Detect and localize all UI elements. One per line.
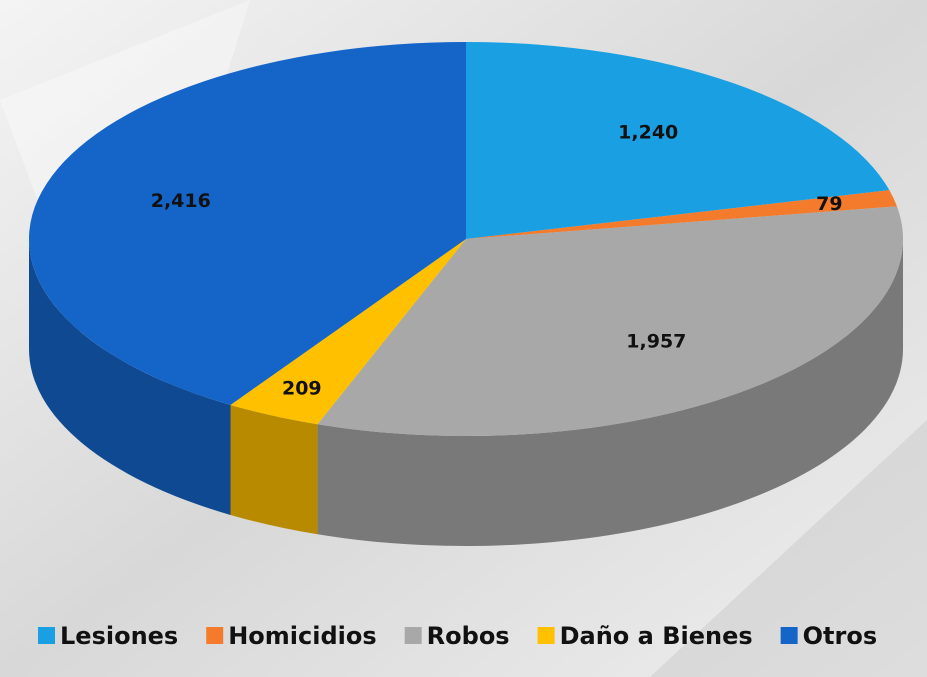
legend-swatch	[404, 627, 422, 644]
pie: 1,240 79 1,957 209 2,416	[28, 42, 904, 546]
pie-side	[230, 404, 318, 535]
pie-side	[29, 239, 231, 515]
legend-swatch	[537, 627, 555, 644]
legend-label: Robos	[427, 622, 510, 650]
pie-slice	[317, 206, 904, 436]
legend-swatch	[780, 627, 798, 644]
legend-label: Lesiones	[60, 622, 178, 650]
pie-slice	[230, 239, 466, 425]
legend-swatch	[38, 627, 55, 644]
data-label: 2,416	[151, 190, 211, 212]
data-label: 209	[282, 378, 322, 400]
legend-label: Otros	[803, 622, 877, 650]
legend-label: Daño a Bienes	[560, 622, 753, 650]
pie-slice	[466, 42, 890, 239]
data-label: 79	[816, 193, 842, 215]
legend: Lesiones Homicidios Robos Daño a Bienes Otro…	[38, 622, 877, 650]
pie-side	[317, 239, 904, 546]
legend-swatch	[206, 627, 224, 644]
background-shape	[650, 420, 927, 677]
pie-slice	[466, 190, 897, 239]
legend-label: Homicidios	[228, 622, 376, 650]
data-label: 1,240	[618, 122, 678, 144]
data-label: 1,957	[626, 330, 686, 352]
pie-slice	[28, 42, 467, 405]
